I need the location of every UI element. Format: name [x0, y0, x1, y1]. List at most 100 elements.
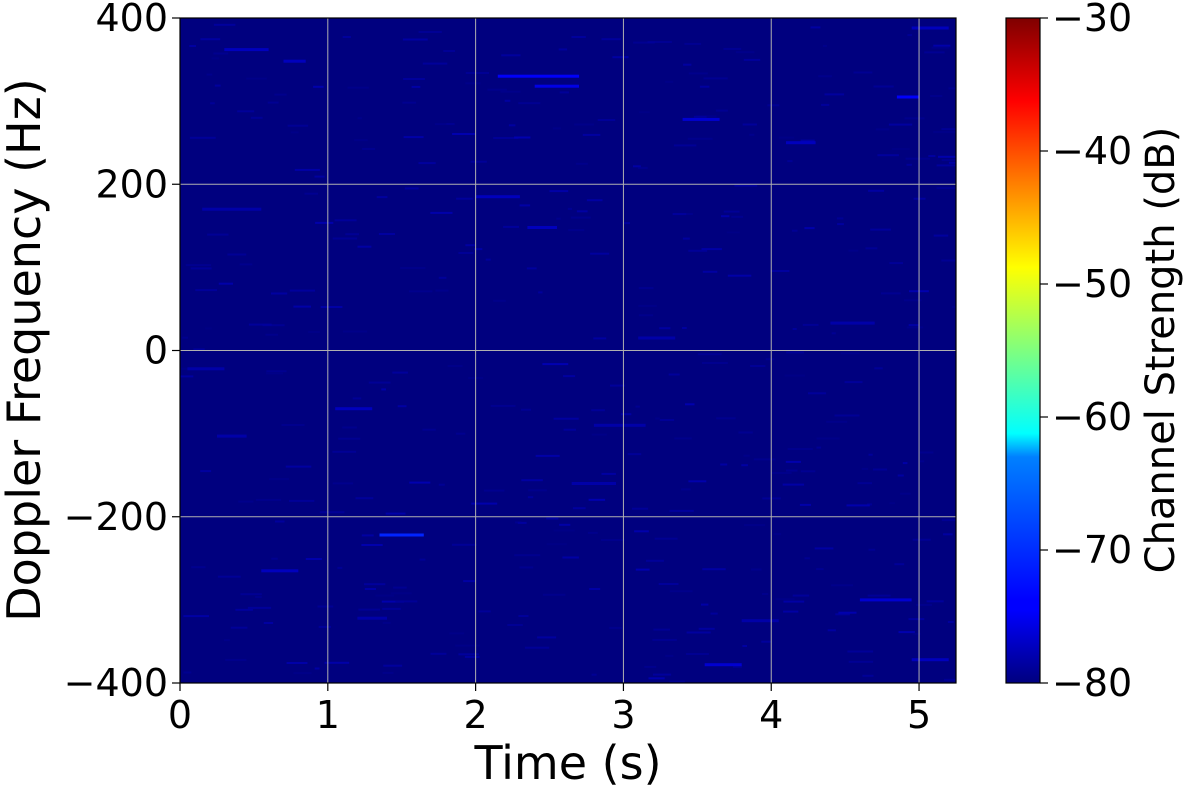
speckle-mark — [941, 519, 956, 522]
speckle-mark — [266, 370, 287, 373]
colorbar-ticks: −80 −70 −60 −50 −40 −30 — [1040, 0, 1132, 705]
speckle-mark — [868, 453, 873, 456]
speckle-mark — [727, 274, 752, 277]
speckle-mark — [451, 543, 477, 546]
speckle-mark — [697, 353, 722, 356]
speckle-mark — [507, 624, 523, 626]
speckle-mark — [786, 469, 798, 472]
speckle-mark — [597, 119, 616, 121]
speckle-mark — [684, 42, 702, 45]
speckle-mark — [458, 252, 474, 254]
speckle-mark — [487, 88, 507, 91]
speckle-mark — [635, 405, 640, 408]
speckle-mark — [382, 621, 391, 624]
speckle-mark — [362, 147, 376, 150]
speckle-mark — [385, 512, 406, 515]
speckle-mark — [698, 627, 715, 630]
speckle-mark — [271, 292, 288, 295]
speckle-mark — [659, 327, 671, 330]
speckle-mark — [478, 610, 491, 613]
speckle-mark — [906, 326, 924, 329]
speckle-mark — [870, 228, 891, 231]
speckle-mark — [874, 367, 883, 370]
speckle-mark — [418, 31, 442, 33]
speckle-mark — [210, 102, 215, 105]
speckle-mark — [835, 613, 850, 616]
speckle-mark — [673, 144, 697, 147]
speckle-mark — [644, 665, 657, 668]
speckle-mark — [861, 467, 869, 470]
speckle-mark — [686, 631, 711, 634]
speckle-mark — [368, 381, 391, 384]
speckle-mark — [836, 217, 844, 220]
heatmap-streak — [497, 74, 580, 78]
speckle-mark — [393, 586, 407, 589]
speckle-mark — [285, 465, 312, 468]
heatmap-streak — [283, 59, 306, 63]
speckle-mark — [471, 502, 498, 505]
speckle-mark — [873, 468, 888, 471]
speckle-mark — [364, 588, 376, 590]
speckle-mark — [205, 327, 212, 330]
speckle-mark — [514, 554, 541, 557]
speckle-mark — [438, 276, 447, 279]
speckle-mark — [868, 548, 876, 551]
speckle-mark — [787, 160, 793, 163]
heatmap-streak — [859, 598, 912, 602]
speckle-mark — [632, 507, 649, 510]
speckle-mark — [293, 672, 312, 675]
speckle-mark — [742, 123, 757, 126]
colorbar-gradient — [1005, 17, 1041, 684]
speckle-mark — [844, 381, 863, 384]
speckle-mark — [354, 139, 368, 142]
speckle-mark — [237, 110, 255, 113]
speckle-mark — [342, 36, 351, 38]
speckle-mark — [320, 306, 343, 308]
speckle-mark — [900, 492, 911, 495]
colorbar-tick-label: −70 — [1052, 528, 1132, 572]
speckle-mark — [589, 588, 601, 590]
x-tick-label: 4 — [759, 693, 783, 737]
speckle-mark — [658, 583, 679, 585]
speckle-mark — [947, 621, 954, 623]
speckle-mark — [800, 470, 816, 473]
speckle-mark — [397, 405, 407, 408]
speckle-mark — [889, 502, 895, 505]
speckle-mark — [816, 437, 840, 440]
speckle-mark — [567, 207, 572, 210]
heatmap-streak — [911, 658, 949, 662]
speckle-mark — [933, 131, 956, 134]
speckle-mark — [681, 488, 691, 491]
speckle-mark — [576, 210, 588, 213]
speckle-mark — [265, 333, 278, 336]
heatmap-streak — [217, 434, 247, 438]
speckle-mark — [304, 192, 318, 195]
heatmap-streak — [475, 195, 520, 199]
speckle-mark — [723, 47, 742, 50]
speckle-mark — [546, 543, 567, 546]
y-tick-label: −400 — [64, 661, 168, 705]
speckle-mark — [731, 215, 744, 218]
speckle-mark — [409, 290, 433, 293]
speckle-mark — [683, 63, 692, 66]
heatmap-speckle — [180, 23, 956, 683]
speckle-mark — [816, 446, 822, 449]
speckle-mark — [563, 375, 576, 378]
speckle-mark — [180, 375, 194, 378]
speckle-mark — [213, 52, 229, 55]
speckle-mark — [633, 41, 655, 44]
speckle-mark — [881, 292, 901, 295]
speckle-mark — [751, 568, 762, 571]
speckle-mark — [624, 222, 630, 225]
speckle-mark — [941, 159, 956, 162]
speckle-mark — [504, 99, 511, 102]
speckle-mark — [792, 594, 810, 597]
speckle-mark — [848, 249, 859, 252]
speckle-mark — [419, 558, 426, 561]
speckle-mark — [575, 162, 588, 165]
speckle-mark — [281, 424, 305, 426]
speckle-mark — [527, 496, 534, 499]
speckle-mark — [888, 123, 913, 126]
speckle-mark — [688, 72, 708, 75]
heatmap-streak — [593, 423, 646, 427]
